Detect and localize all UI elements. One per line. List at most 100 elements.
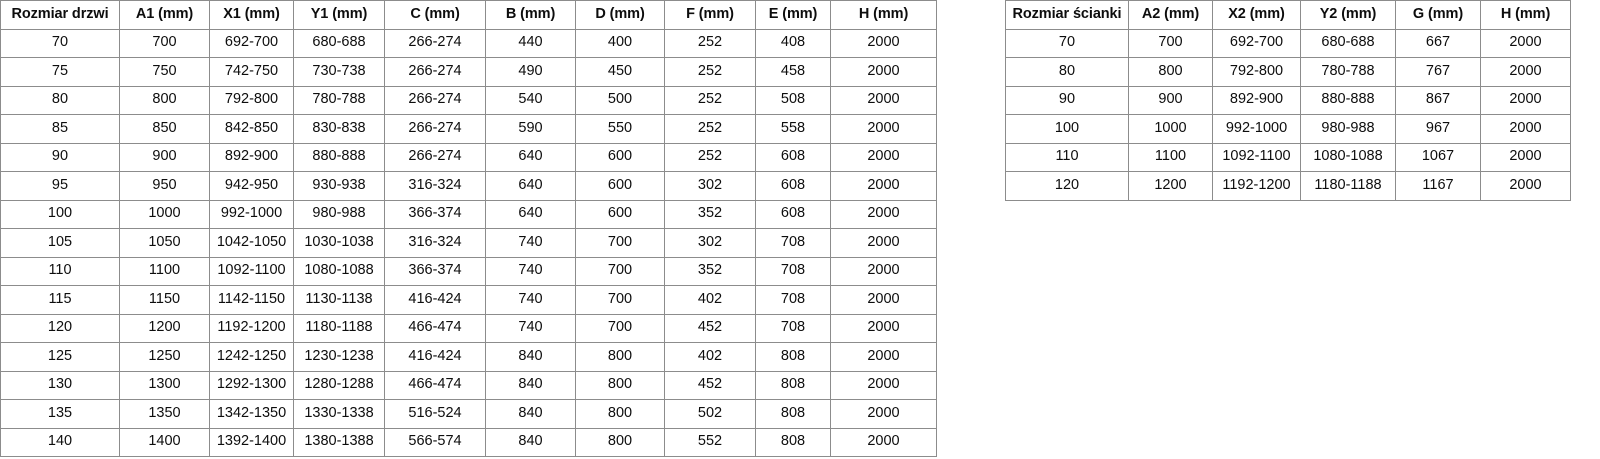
door-cell: 125 xyxy=(0,342,120,372)
door-cell: 316-324 xyxy=(384,171,486,201)
door-cell: 540 xyxy=(485,85,576,115)
wall-col-header-g: G (mm) xyxy=(1395,0,1481,30)
table-row: 90 900 892-900 880-888 867 2000 xyxy=(1005,85,1571,115)
door-cell: 708 xyxy=(755,285,831,315)
table-row: 85 850 842-850 830-838 266-274 590 550 252 558 20… xyxy=(0,114,937,144)
door-cell: 740 xyxy=(485,228,576,258)
door-cell: 466-474 xyxy=(384,313,486,343)
table-row: 100 1000 992-1000 980-988 366-374 640 600 352 60… xyxy=(0,199,937,229)
door-cell: 115 xyxy=(0,285,120,315)
door-cell: 452 xyxy=(664,313,756,343)
wall-cell: 2000 xyxy=(1480,114,1571,144)
door-cell: 708 xyxy=(755,228,831,258)
door-col-header-e: E (mm) xyxy=(755,0,831,30)
door-cell: 2000 xyxy=(830,228,937,258)
wall-cell: 70 xyxy=(1005,28,1129,58)
wall-cell: 900 xyxy=(1128,85,1213,115)
door-cell: 266-274 xyxy=(384,57,486,87)
wall-cell: 667 xyxy=(1395,28,1481,58)
table-row: 110 1100 1092-1100 1080-1088 366-374 740 700 35… xyxy=(0,256,937,286)
door-cell: 880-888 xyxy=(293,142,385,172)
door-cell: 708 xyxy=(755,313,831,343)
door-cell: 266-274 xyxy=(384,114,486,144)
wall-cell: 90 xyxy=(1005,85,1129,115)
door-cell: 808 xyxy=(755,399,831,429)
door-cell: 842-850 xyxy=(209,114,294,144)
door-cell: 490 xyxy=(485,57,576,87)
door-cell: 1392-1400 xyxy=(209,427,294,457)
wall-cell: 1100 xyxy=(1128,142,1213,172)
door-cell: 590 xyxy=(485,114,576,144)
door-col-header-rozmiar-drzwi: Rozmiar drzwi xyxy=(0,0,120,30)
door-cell: 252 xyxy=(664,85,756,115)
door-cell: 135 xyxy=(0,399,120,429)
wall-cell: 1092-1100 xyxy=(1212,142,1301,172)
door-cell: 800 xyxy=(575,399,665,429)
door-cell: 950 xyxy=(119,171,210,201)
door-cell: 840 xyxy=(485,342,576,372)
door-cell: 700 xyxy=(575,256,665,286)
wall-cell: 892-900 xyxy=(1212,85,1301,115)
door-cell: 808 xyxy=(755,370,831,400)
door-cell: 558 xyxy=(755,114,831,144)
door-cell: 942-950 xyxy=(209,171,294,201)
door-cell: 2000 xyxy=(830,114,937,144)
door-cell: 2000 xyxy=(830,85,937,115)
door-cell: 70 xyxy=(0,28,120,58)
door-cell: 800 xyxy=(575,370,665,400)
door-cell: 1092-1100 xyxy=(209,256,294,286)
wall-cell: 792-800 xyxy=(1212,57,1301,87)
wall-cell: 967 xyxy=(1395,114,1481,144)
door-cell: 366-374 xyxy=(384,199,486,229)
door-cell: 700 xyxy=(575,285,665,315)
door-cell: 1050 xyxy=(119,228,210,258)
door-cell: 2000 xyxy=(830,142,937,172)
door-cell: 100 xyxy=(0,199,120,229)
door-cell: 2000 xyxy=(830,199,937,229)
door-cell: 95 xyxy=(0,171,120,201)
wall-cell: 867 xyxy=(1395,85,1481,115)
door-cell: 1292-1300 xyxy=(209,370,294,400)
door-cell: 1350 xyxy=(119,399,210,429)
wall-cell: 680-688 xyxy=(1300,28,1396,58)
door-cell: 1192-1200 xyxy=(209,313,294,343)
door-cell: 1230-1238 xyxy=(293,342,385,372)
table-row: 115 1150 1142-1150 1130-1138 416-424 740 700 40… xyxy=(0,285,937,315)
door-cell: 1080-1088 xyxy=(293,256,385,286)
door-cell: 692-700 xyxy=(209,28,294,58)
door-cell: 780-788 xyxy=(293,85,385,115)
wall-table-header-row: Rozmiar ścianki A2 (mm) X2 (mm) Y2 (mm) … xyxy=(1005,0,1571,30)
door-cell: 800 xyxy=(119,85,210,115)
table-row: 70 700 692-700 680-688 266-274 440 400 252 408 20… xyxy=(0,28,937,58)
table-row: 80 800 792-800 780-788 266-274 540 500 252 508 20… xyxy=(0,85,937,115)
door-cell: 316-324 xyxy=(384,228,486,258)
door-cell: 1280-1288 xyxy=(293,370,385,400)
door-cell: 742-750 xyxy=(209,57,294,87)
door-cell: 440 xyxy=(485,28,576,58)
door-cell: 2000 xyxy=(830,57,937,87)
door-cell: 700 xyxy=(575,313,665,343)
door-cell: 566-574 xyxy=(384,427,486,457)
door-col-header-h: H (mm) xyxy=(830,0,937,30)
door-cell: 1030-1038 xyxy=(293,228,385,258)
door-cell: 930-938 xyxy=(293,171,385,201)
door-table-body: 70 700 692-700 680-688 266-274 440 400 252 408 20… xyxy=(0,28,937,457)
door-cell: 266-274 xyxy=(384,28,486,58)
door-cell: 402 xyxy=(664,342,756,372)
wall-size-table: Rozmiar ścianki A2 (mm) X2 (mm) Y2 (mm) … xyxy=(1005,0,1571,201)
door-cell: 740 xyxy=(485,313,576,343)
door-cell: 366-374 xyxy=(384,256,486,286)
wall-col-header-a2: A2 (mm) xyxy=(1128,0,1213,30)
door-cell: 980-988 xyxy=(293,199,385,229)
door-cell: 680-688 xyxy=(293,28,385,58)
door-cell: 750 xyxy=(119,57,210,87)
wall-cell: 2000 xyxy=(1480,85,1571,115)
door-cell: 808 xyxy=(755,427,831,457)
door-cell: 2000 xyxy=(830,370,937,400)
door-cell: 90 xyxy=(0,142,120,172)
door-cell: 252 xyxy=(664,57,756,87)
table-row: 95 950 942-950 930-938 316-324 640 600 302 608 20… xyxy=(0,171,937,201)
wall-cell: 1200 xyxy=(1128,171,1213,201)
door-cell: 1000 xyxy=(119,199,210,229)
